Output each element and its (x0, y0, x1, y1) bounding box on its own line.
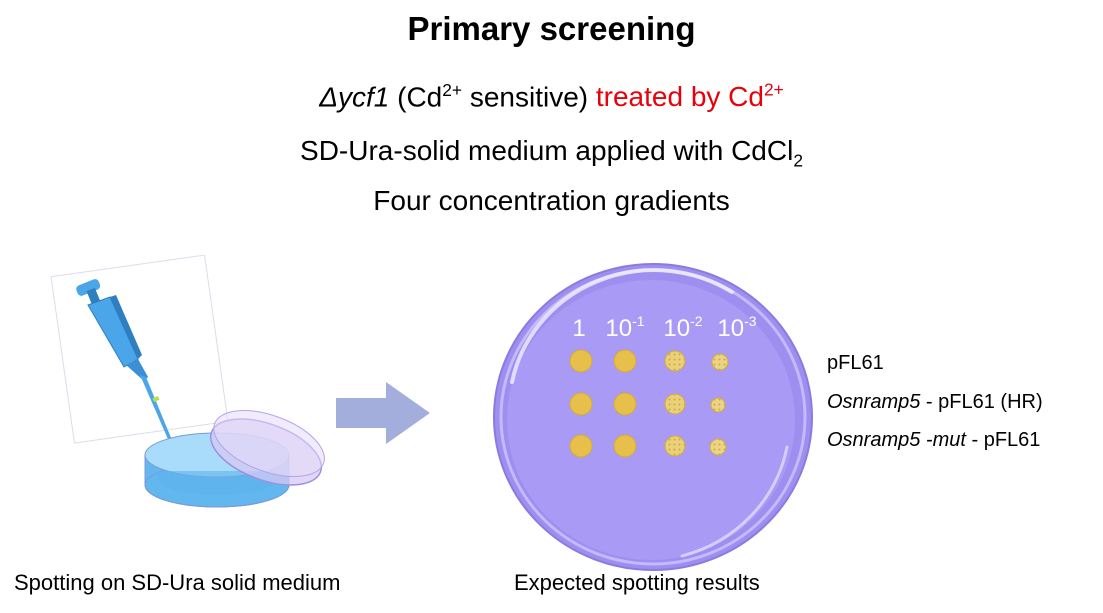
spotting-illustration (50, 255, 325, 508)
legend-pfl61: pFL61 (827, 352, 884, 374)
colony (569, 434, 593, 458)
petri-dish-icon (144, 410, 325, 508)
dilution-label: 10-2 (663, 313, 702, 342)
subtitle-medium-line: SD-Ura-solid medium applied with CdCl2 (300, 135, 803, 171)
dilution-label: 1 (572, 315, 585, 342)
treatment-text: treated by Cd2+ (595, 80, 784, 113)
left-caption: Spotting on SD-Ura solid medium (14, 570, 341, 595)
right-caption: Expected spotting results (514, 570, 760, 595)
colony (569, 392, 593, 416)
colony (710, 439, 726, 455)
legend-osnramp5-mut: Osnramp5 -mut - pFL61 (827, 429, 1041, 451)
colony (613, 392, 637, 416)
right-arrow-icon (336, 382, 430, 444)
subtitle-strain-line: Δycf1 (Cd2+ sensitive) treated by Cd2+ (319, 80, 784, 113)
legend-osnramp5: Osnramp5 - pFL61 (HR) (827, 391, 1043, 413)
colony (613, 434, 637, 458)
dilution-label: 10-3 (717, 313, 756, 342)
colony (712, 354, 728, 370)
strain-name: Δycf1 (319, 81, 390, 113)
colony (569, 349, 593, 373)
page-title: Primary screening (407, 10, 696, 47)
colony-grid (569, 349, 729, 458)
colony-row-osnramp5-mut (569, 434, 727, 458)
colony-row-osnramp5 (569, 392, 726, 416)
colony (665, 436, 685, 456)
dilution-label: 10-1 (605, 313, 644, 342)
agar-plate-icon: 1 10-1 10-2 10-3 (493, 263, 813, 571)
colony-row-pfl61 (569, 349, 729, 373)
subtitle-gradient-line: Four concentration gradients (373, 185, 730, 216)
colony (613, 349, 637, 373)
colony (711, 398, 725, 412)
colony (665, 351, 685, 371)
pipette-icon (50, 255, 229, 446)
colony (665, 394, 685, 414)
